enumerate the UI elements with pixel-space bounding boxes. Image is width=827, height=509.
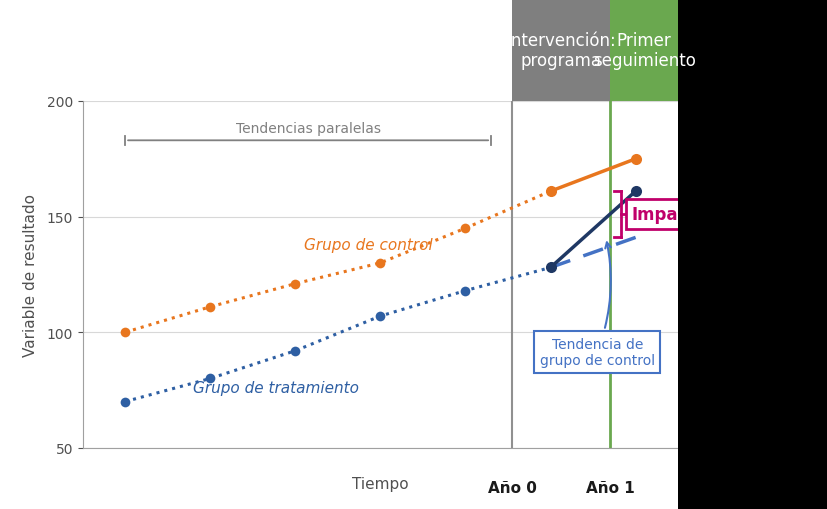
Text: Año 1: Año 1 — [586, 480, 634, 495]
Text: Tendencia de
grupo de control: Tendencia de grupo de control — [540, 243, 655, 367]
Text: Grupo de control: Grupo de control — [304, 238, 433, 252]
Text: Año 0: Año 0 — [488, 480, 537, 495]
Text: Tendencias paralelas: Tendencias paralelas — [236, 121, 380, 135]
X-axis label: Tiempo: Tiempo — [352, 475, 409, 491]
Text: Intervención:
programa: Intervención: programa — [506, 32, 616, 70]
Text: Impacto: Impacto — [631, 206, 707, 224]
Text: Primer
seguimiento: Primer seguimiento — [593, 32, 696, 70]
Text: Grupo de tratamiento: Grupo de tratamiento — [194, 381, 359, 395]
Y-axis label: Variable de resultado: Variable de resultado — [23, 193, 38, 356]
